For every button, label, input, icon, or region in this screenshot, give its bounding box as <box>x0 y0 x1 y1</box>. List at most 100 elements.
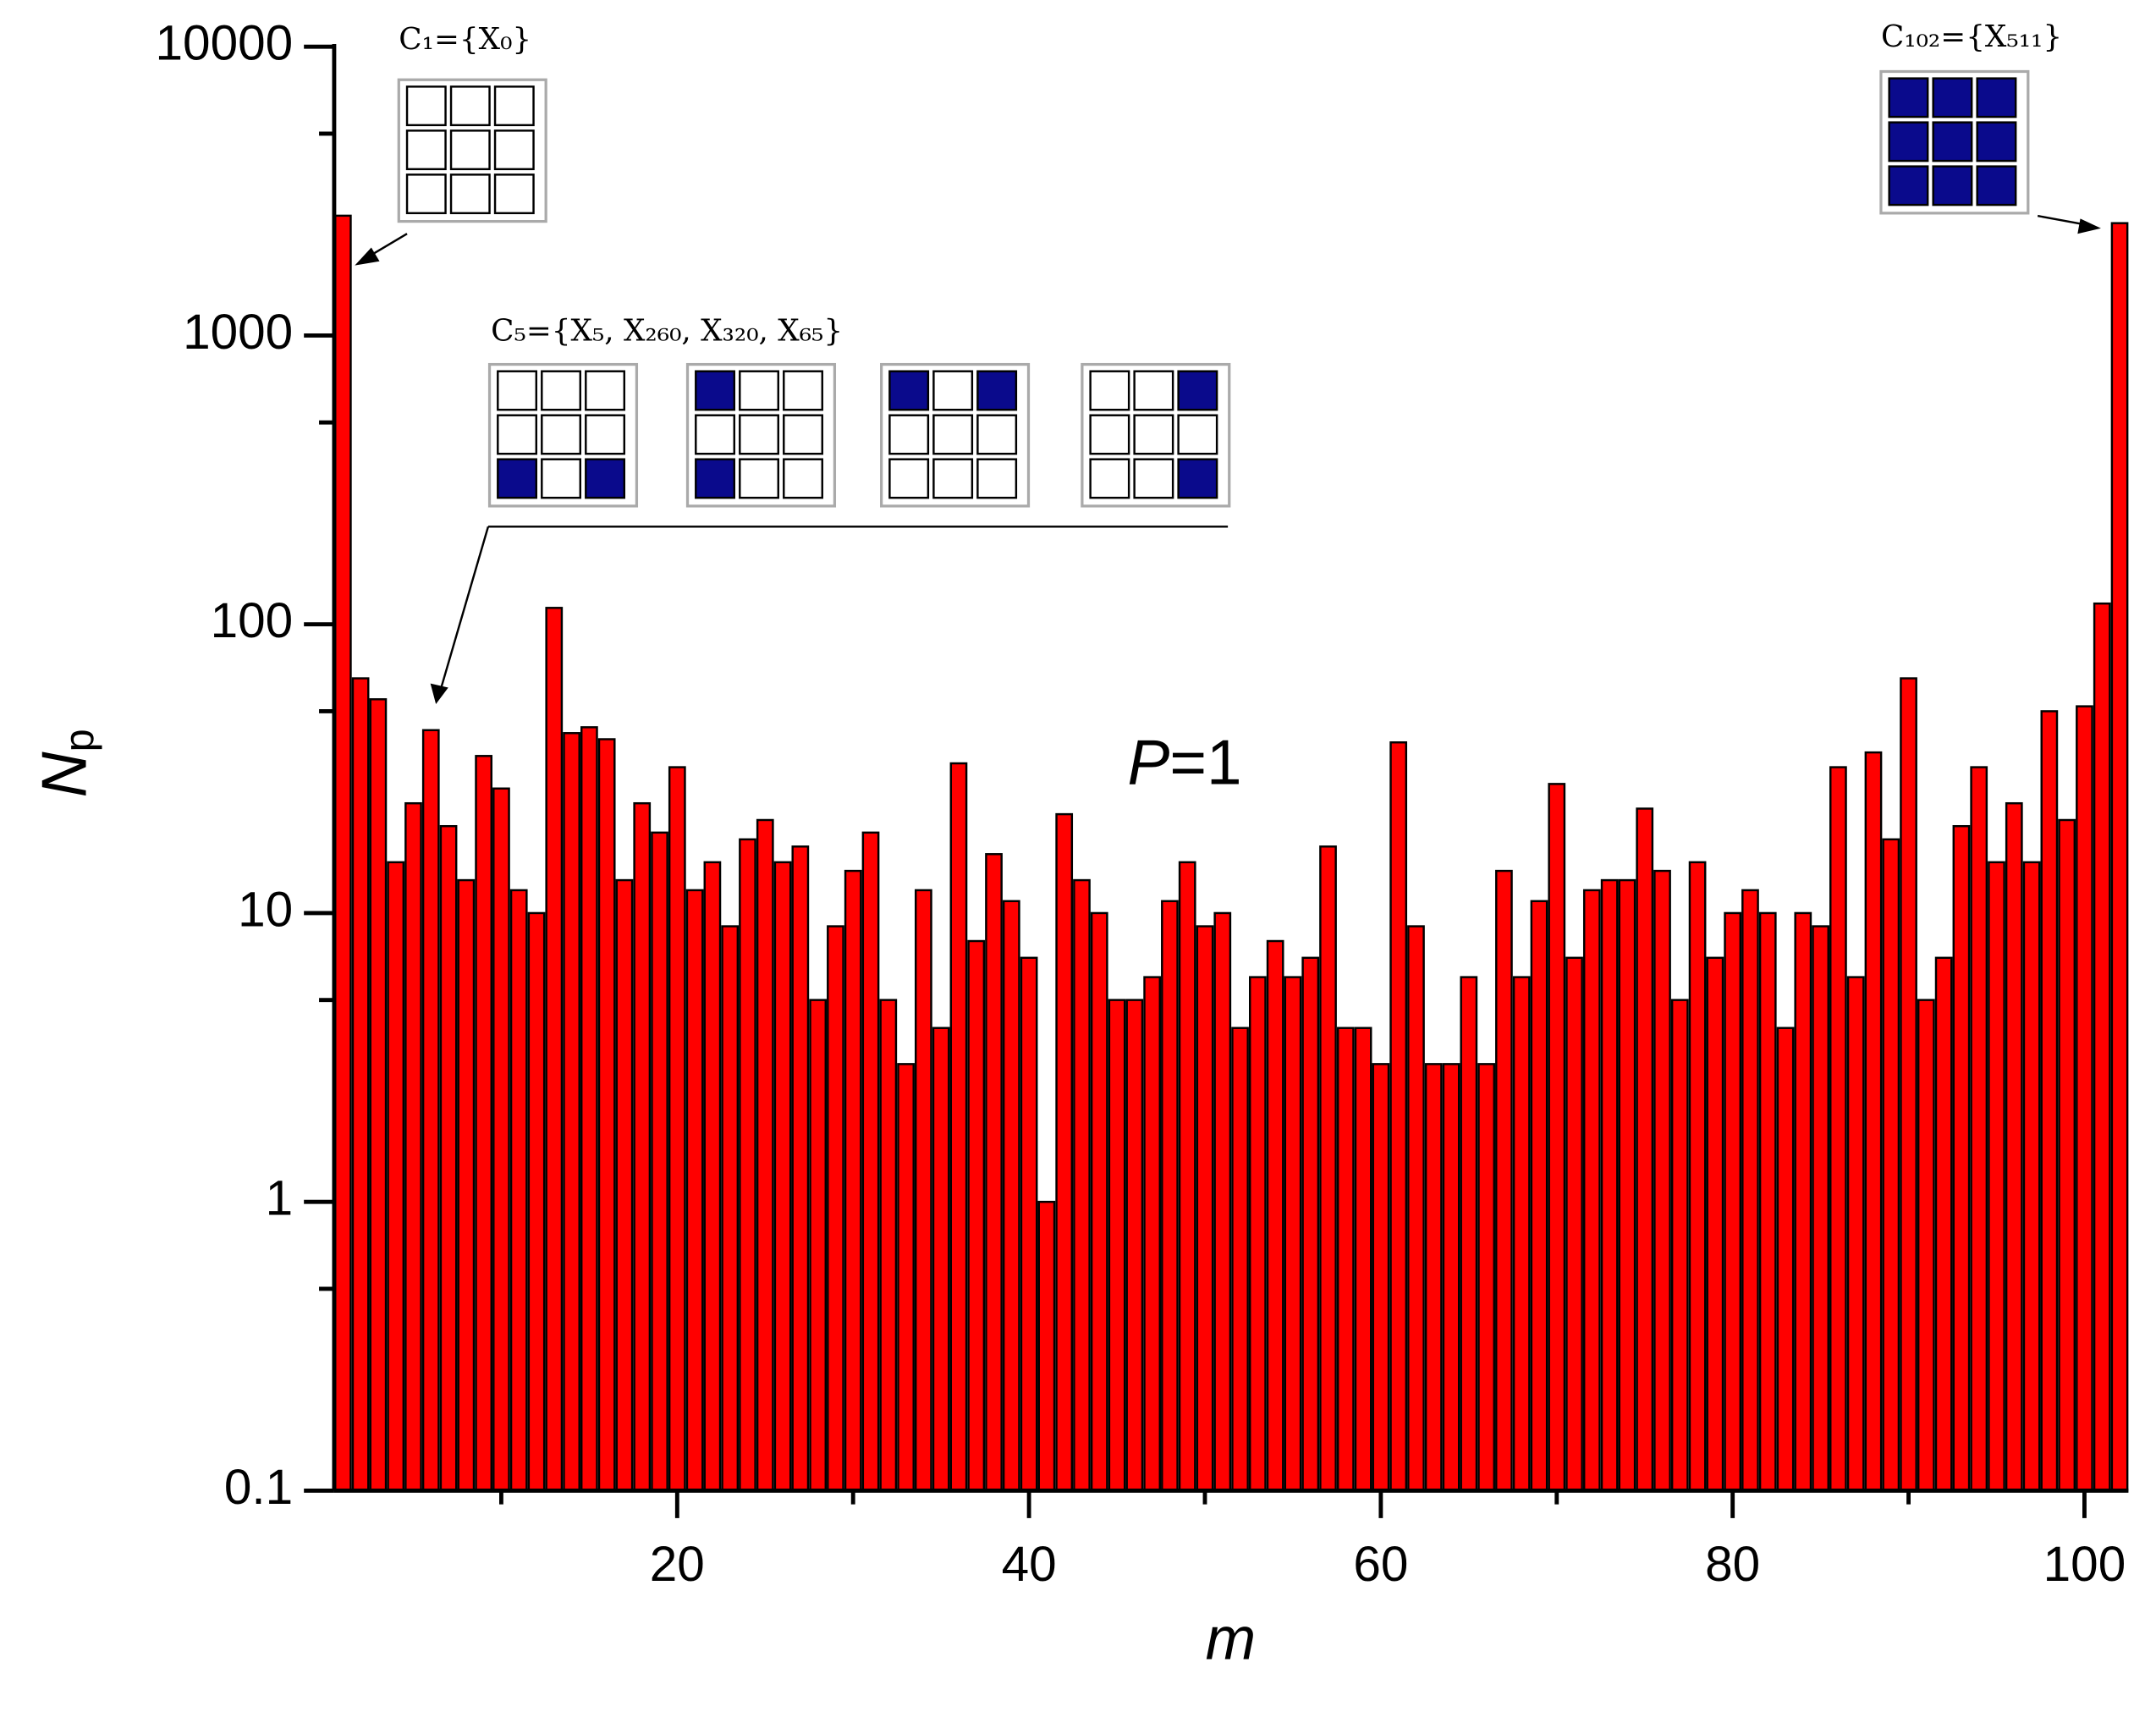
bar <box>1389 741 1408 1492</box>
arrow-head <box>2077 218 2101 234</box>
bar <box>1354 1027 1372 1492</box>
bar <box>457 878 476 1492</box>
y-tick-label: 100 <box>211 593 294 648</box>
bar <box>1020 956 1038 1492</box>
bar <box>967 939 986 1492</box>
grid-cell <box>888 370 930 411</box>
bar <box>1037 1200 1056 1492</box>
x-tick-label: 20 <box>650 1537 705 1592</box>
bar <box>1934 956 1953 1492</box>
grid-cell <box>783 370 823 411</box>
label-part: P <box>1127 726 1169 797</box>
bar <box>1882 838 1900 1492</box>
y-tick-label: 1 <box>266 1171 294 1226</box>
bar <box>387 861 405 1492</box>
bar <box>1794 911 1812 1492</box>
grid-cell <box>497 414 538 455</box>
bar <box>844 869 862 1492</box>
bar <box>439 824 458 1492</box>
bar <box>809 999 827 1492</box>
grid-cell <box>497 458 538 499</box>
bar <box>545 607 564 1492</box>
bar <box>1002 900 1020 1492</box>
bar <box>1970 766 1988 1492</box>
grid-cell <box>783 458 823 499</box>
label-part: =1 <box>1169 726 1241 797</box>
bar <box>1090 911 1108 1492</box>
bar <box>1758 911 1777 1492</box>
grid-cell <box>1932 77 1973 118</box>
y-tick-label: 1000 <box>183 305 293 360</box>
grid-cell <box>405 85 447 127</box>
grid-cell <box>932 414 974 455</box>
grid-cell <box>585 414 626 455</box>
x-tick-label: 40 <box>1002 1537 1057 1592</box>
bar <box>1600 878 1619 1492</box>
arrow-heads <box>355 218 2101 704</box>
grid-cell <box>405 173 447 215</box>
bar <box>1900 677 1917 1492</box>
bar <box>949 762 968 1492</box>
bar <box>1565 956 1583 1492</box>
grid-cell <box>493 85 535 127</box>
bar <box>1407 925 1425 1492</box>
bar <box>1248 976 1267 1492</box>
bar <box>1125 999 1144 1492</box>
grid-cell <box>541 370 582 411</box>
bar <box>915 889 932 1492</box>
grid-cell <box>405 129 447 171</box>
grid-cell <box>695 414 735 455</box>
bar <box>509 889 528 1492</box>
bar <box>827 925 844 1492</box>
bar <box>651 831 668 1492</box>
grid-cell <box>1177 458 1218 499</box>
grid-cell <box>976 370 1018 411</box>
bar <box>773 861 792 1492</box>
bar <box>1829 766 1847 1492</box>
bar <box>721 925 740 1492</box>
grid-cell <box>1888 121 1929 162</box>
grid-cell <box>932 370 974 411</box>
bar <box>1055 812 1074 1492</box>
bar <box>1864 751 1883 1492</box>
label-part: N <box>28 751 99 797</box>
grid-cell <box>932 458 974 499</box>
grid-cell <box>493 173 535 215</box>
bar <box>1372 1063 1390 1492</box>
bar <box>1301 956 1320 1492</box>
arrow-head <box>430 683 448 704</box>
bar <box>668 766 686 1492</box>
bar <box>369 698 388 1492</box>
bar <box>333 214 352 1492</box>
bar <box>1213 911 1232 1492</box>
bar <box>351 677 370 1492</box>
y-tick-label: 10000 <box>156 16 294 71</box>
x-tick-label: 60 <box>1353 1537 1408 1592</box>
bar <box>1917 999 1935 1492</box>
bar <box>404 801 422 1492</box>
bar <box>1477 1063 1495 1492</box>
grid-cell <box>497 370 538 411</box>
bar <box>932 1027 950 1492</box>
state-grids <box>397 69 2030 508</box>
grid-cell <box>739 414 779 455</box>
grid-cell <box>1177 370 1218 411</box>
grid-cell <box>541 414 582 455</box>
grid-cell <box>493 129 535 171</box>
bar <box>1161 900 1179 1492</box>
label-part: p <box>57 729 102 751</box>
x-axis-label: m <box>1206 1605 1257 1673</box>
bar <box>1618 878 1636 1492</box>
bar <box>475 755 493 1492</box>
bar <box>492 787 510 1492</box>
grid-cell <box>976 458 1018 499</box>
grid-cell <box>739 370 779 411</box>
annotation: C₅={X₅, X₂₆₀, X₃₂₀, X₆₅} <box>491 314 843 349</box>
bar <box>1319 845 1337 1492</box>
bar <box>1988 861 2005 1492</box>
bar <box>1336 1027 1355 1492</box>
y-axis-label: Np <box>28 729 102 797</box>
bar <box>1231 1027 1249 1492</box>
bar <box>1424 1063 1443 1492</box>
grid-cell <box>739 458 779 499</box>
